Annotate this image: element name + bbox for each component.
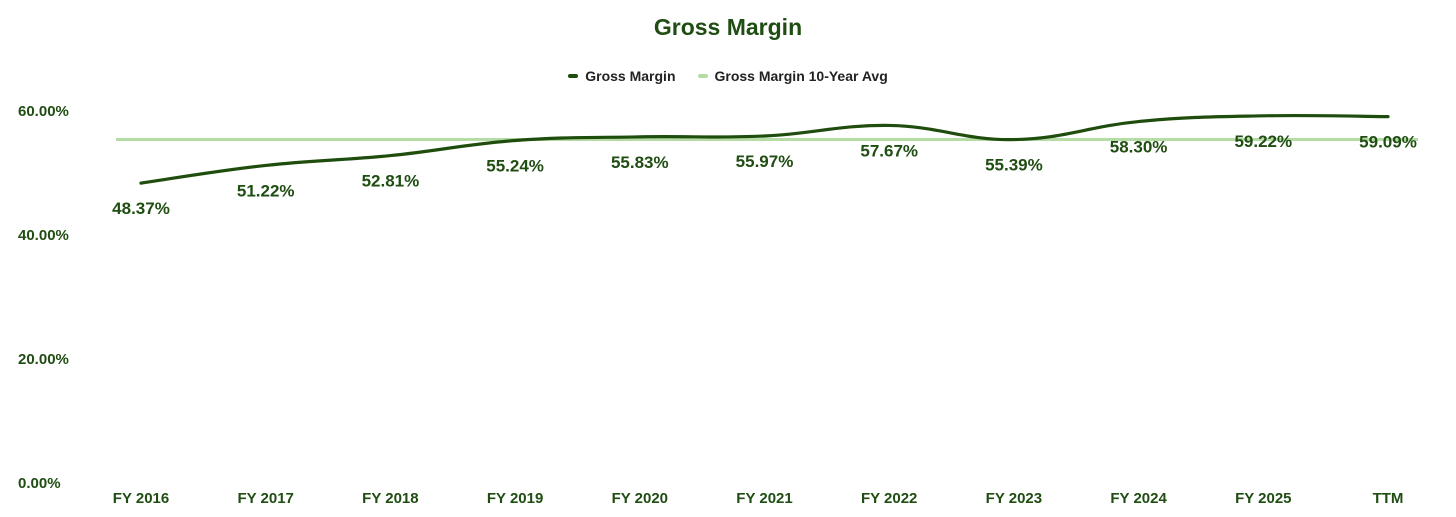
legend-swatch-gross-margin bbox=[568, 74, 579, 78]
data-label-gross-margin: 55.24% bbox=[486, 157, 544, 176]
x-axis: FY 2016 FY 2017 FY 2018 FY 2019 FY 2020 FY 20… bbox=[113, 490, 1404, 507]
data-label-gross-margin: 55.39% bbox=[985, 156, 1043, 175]
chart-title: Gross Margin bbox=[653, 14, 803, 40]
x-tick-label: FY 2022 bbox=[861, 490, 917, 507]
legend-swatch-gross-margin-avg bbox=[697, 74, 708, 78]
data-label-gross-margin: 57.67% bbox=[860, 141, 918, 160]
x-tick-label: FY 2018 bbox=[362, 490, 418, 507]
x-tick-label: FY 2021 bbox=[736, 490, 792, 507]
data-label-gross-margin: 51.22% bbox=[237, 181, 295, 200]
x-tick-label: TTM bbox=[1373, 490, 1404, 507]
series-layer bbox=[116, 113, 1418, 185]
x-tick-label: FY 2023 bbox=[986, 490, 1042, 507]
data-label-gross-margin: 59.22% bbox=[1234, 132, 1292, 151]
y-tick-label: 60.00% bbox=[18, 103, 69, 120]
data-label-gross-margin: 58.30% bbox=[1110, 138, 1168, 157]
data-label-gross-margin: 59.09% bbox=[1359, 133, 1417, 152]
legend-label-gross-margin-avg: Gross Margin 10-Year Avg bbox=[714, 68, 888, 84]
legend-item-gross-margin[interactable]: Gross Margin bbox=[568, 68, 676, 84]
data-label-gross-margin: 48.37% bbox=[112, 199, 170, 218]
data-labels: 48.37% 51.22% 52.81% 55.24% 55.83% 55.97% 57.6… bbox=[112, 132, 1417, 218]
legend-item-gross-margin-avg[interactable]: Gross Margin 10-Year Avg bbox=[697, 68, 888, 84]
y-tick-label: 40.00% bbox=[18, 227, 69, 244]
y-axis: 0.00% 20.00% 40.00% 60.00% bbox=[18, 103, 69, 492]
x-tick-label: FY 2024 bbox=[1110, 490, 1167, 507]
x-tick-label: FY 2016 bbox=[113, 490, 169, 507]
x-tick-label: FY 2017 bbox=[237, 490, 293, 507]
data-label-gross-margin: 55.97% bbox=[736, 152, 794, 171]
data-label-gross-margin: 55.83% bbox=[611, 153, 669, 172]
legend: Gross Margin Gross Margin 10-Year Avg bbox=[0, 68, 1456, 84]
x-tick-label: FY 2025 bbox=[1235, 490, 1291, 507]
series-line-gross-margin bbox=[139, 113, 1390, 185]
legend-label-gross-margin: Gross Margin bbox=[585, 68, 676, 84]
data-label-gross-margin: 52.81% bbox=[362, 172, 420, 191]
x-tick-label: FY 2020 bbox=[612, 490, 668, 507]
x-tick-label: FY 2019 bbox=[487, 490, 543, 507]
y-tick-label: 0.00% bbox=[18, 475, 61, 492]
y-tick-label: 20.00% bbox=[18, 351, 69, 368]
